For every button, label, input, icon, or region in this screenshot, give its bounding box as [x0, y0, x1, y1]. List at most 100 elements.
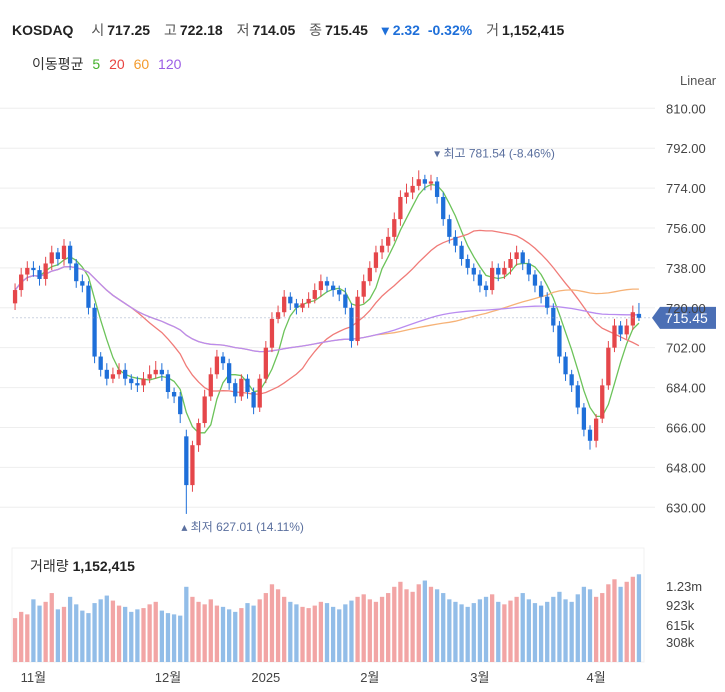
ma-5[interactable]: 5 [92, 56, 101, 72]
candle-body [502, 267, 507, 275]
candle-body [123, 369, 128, 379]
volume-bar [434, 589, 440, 662]
x-tick-label: 3월 [470, 670, 489, 685]
candle-body [538, 285, 544, 297]
volume-bar [355, 596, 360, 662]
candle-body [367, 267, 372, 282]
candle-body [233, 383, 238, 397]
open-label: 시 [91, 22, 105, 38]
triangle-down-icon: ▾ [381, 22, 389, 38]
volume-bar [324, 603, 330, 662]
candle-body [483, 285, 489, 291]
candle-body [581, 407, 587, 430]
volume-bar [483, 596, 489, 662]
candle-body [104, 369, 109, 379]
candle-body [587, 429, 593, 441]
close-value: 715.45 [325, 22, 368, 38]
volume-bar [587, 589, 593, 662]
symbol-label: KOSDAQ [12, 22, 74, 38]
volume-bar [441, 593, 446, 662]
volume-bar [606, 584, 611, 662]
close-label: 종 [309, 22, 323, 38]
volume-bar [49, 593, 54, 662]
volume-bar [563, 599, 568, 662]
volume-bar [551, 596, 556, 662]
candle-body [563, 356, 568, 375]
volume-tick-label: 1.23m [666, 579, 702, 594]
volume-bar [392, 586, 397, 662]
volume-bar [343, 604, 348, 662]
volume-bar [532, 603, 538, 662]
volume-panel-title: 거래량 1,152,415 [30, 556, 135, 576]
candle-body [379, 245, 385, 253]
volume-bar [477, 599, 483, 662]
volume-bar [581, 586, 587, 662]
volume-bar [61, 606, 67, 662]
volume-bar [214, 605, 220, 662]
candle-body [386, 236, 391, 246]
candle-body [428, 181, 434, 184]
candle-body [496, 267, 501, 275]
ma-60[interactable]: 60 [133, 56, 150, 72]
candle-body [226, 363, 232, 384]
volume-bar [428, 586, 434, 662]
candle-body [245, 378, 250, 393]
candle-body [337, 290, 342, 295]
candle-body [190, 445, 195, 486]
candle-body [551, 307, 556, 326]
volume-bar [367, 599, 372, 662]
volume-bar [19, 611, 24, 662]
candle-body [434, 181, 440, 197]
volume-bar [104, 595, 109, 662]
candle-body [74, 263, 79, 282]
candle-body [135, 383, 140, 386]
high-value: 722.18 [179, 22, 223, 38]
candle-body [373, 252, 379, 268]
candle-body [19, 274, 24, 291]
volume-bar [453, 601, 458, 662]
ma-120[interactable]: 120 [158, 56, 182, 72]
candle-body [220, 356, 226, 364]
candle-body [575, 385, 580, 408]
candle-body [514, 252, 519, 260]
scale-toggle[interactable]: Linear [680, 73, 717, 88]
ma-20[interactable]: 20 [109, 56, 125, 72]
candle-body [98, 356, 103, 370]
candle-body [526, 263, 531, 275]
volume-bar [25, 614, 30, 662]
volume-bar [251, 605, 256, 662]
x-tick-label: 12월 [155, 670, 181, 685]
candle-body [600, 385, 605, 419]
volume-bar [416, 584, 421, 662]
volume-bar [410, 591, 415, 662]
y-tick-label: 810.00 [666, 101, 706, 116]
volume-bar [545, 601, 550, 662]
ma-legend[interactable]: 이동평균 5 20 60 120 [32, 54, 186, 74]
candle-body [624, 325, 629, 335]
volume-bar [502, 604, 507, 662]
volume-bar [447, 599, 452, 662]
candle-body [61, 245, 67, 260]
candle-body [12, 290, 18, 304]
volume-bar [178, 615, 183, 662]
volume-tick-label: 615k [666, 618, 695, 633]
volume-bar [306, 608, 311, 662]
candle-body [312, 290, 317, 299]
candle-body [459, 245, 464, 260]
candle-body [349, 307, 354, 342]
volume-bar [600, 593, 605, 662]
volume-bar [220, 606, 226, 662]
y-tick-label: 720.00 [666, 301, 706, 316]
candle-body [355, 296, 360, 342]
candle-body [294, 303, 299, 308]
volume-bar [294, 604, 299, 662]
candle-body [630, 312, 635, 326]
y-tick-label: 792.00 [666, 141, 706, 156]
candle-body [557, 325, 562, 357]
volume-bar [208, 599, 213, 662]
volume-bar [373, 601, 379, 662]
candle-body [67, 245, 73, 264]
volume-bar [110, 600, 116, 662]
candle-body [300, 303, 305, 308]
